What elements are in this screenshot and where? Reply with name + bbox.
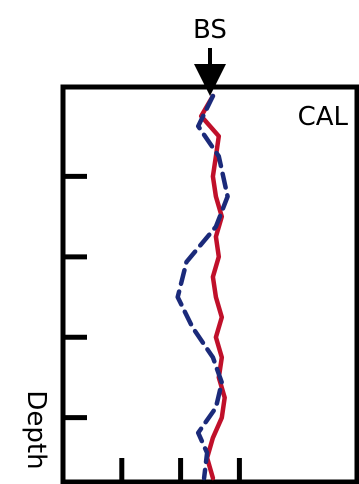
bit-size-marker: BS bbox=[193, 15, 227, 96]
series-group bbox=[175, 93, 230, 481]
series-line-dashed bbox=[175, 93, 230, 481]
plot-area bbox=[60, 84, 359, 484]
y-axis-label: Depth bbox=[21, 390, 51, 469]
y-tick-group bbox=[63, 173, 87, 421]
series-label-cal: CAL bbox=[298, 102, 349, 132]
bit-size-label: BS bbox=[193, 15, 227, 45]
x-tick-group bbox=[119, 458, 242, 482]
series-line-cal bbox=[198, 93, 227, 481]
